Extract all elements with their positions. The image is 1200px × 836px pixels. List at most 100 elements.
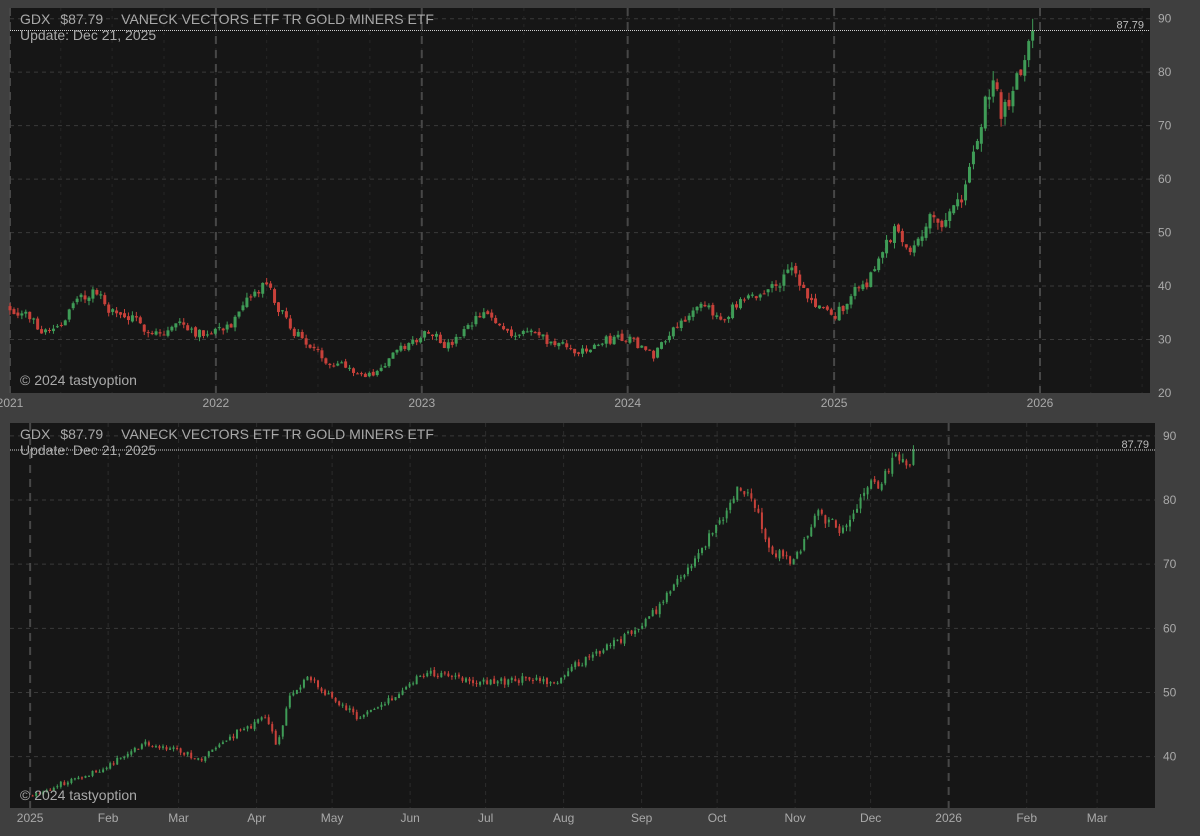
candle bbox=[292, 327, 296, 339]
candle bbox=[427, 330, 431, 334]
candle-body bbox=[533, 331, 537, 334]
candle bbox=[679, 574, 682, 583]
candle-body bbox=[803, 539, 806, 551]
candle-body bbox=[675, 326, 679, 328]
candle bbox=[486, 677, 489, 685]
candle bbox=[999, 89, 1003, 127]
candle-body bbox=[644, 618, 647, 627]
candle bbox=[183, 752, 186, 757]
candle-body bbox=[79, 294, 83, 298]
candle bbox=[147, 740, 150, 747]
candle bbox=[355, 372, 359, 375]
candle bbox=[892, 223, 896, 249]
candle-body bbox=[52, 787, 55, 791]
candle bbox=[150, 330, 154, 336]
candle bbox=[447, 671, 450, 678]
candle bbox=[458, 337, 462, 339]
candle-body bbox=[162, 334, 166, 336]
candle-body bbox=[429, 670, 432, 674]
candle bbox=[802, 281, 806, 288]
candle-body bbox=[458, 337, 462, 339]
candle-body bbox=[708, 533, 711, 547]
chart-title: GDX $87.79 VANECK VECTORS ETF TR GOLD MINE… bbox=[20, 11, 434, 27]
candle-body bbox=[422, 675, 425, 678]
candle bbox=[889, 239, 893, 244]
candle-body bbox=[352, 368, 356, 373]
candle-body bbox=[616, 334, 620, 338]
candle bbox=[371, 369, 375, 377]
candle bbox=[887, 468, 890, 475]
candle bbox=[983, 95, 987, 132]
y-tick-label: 70 bbox=[1158, 119, 1172, 133]
candle-body bbox=[466, 325, 470, 329]
candle bbox=[426, 670, 429, 678]
candle bbox=[201, 330, 205, 339]
candle-body bbox=[853, 287, 857, 296]
candle bbox=[967, 163, 971, 184]
candle-body bbox=[474, 316, 478, 325]
candle-body bbox=[147, 742, 150, 746]
candle-body bbox=[73, 778, 76, 780]
candle bbox=[841, 525, 844, 534]
candle bbox=[462, 325, 466, 339]
candle bbox=[198, 329, 202, 342]
candle-body bbox=[715, 315, 719, 317]
candle bbox=[166, 326, 170, 338]
candle bbox=[507, 678, 510, 688]
candle bbox=[521, 672, 524, 686]
candle bbox=[63, 319, 67, 326]
candle bbox=[880, 482, 883, 492]
candle-body bbox=[584, 657, 587, 666]
candle bbox=[852, 509, 855, 522]
candle bbox=[179, 747, 182, 756]
candle-body bbox=[201, 330, 205, 337]
candle-body bbox=[158, 332, 162, 334]
candle bbox=[820, 508, 823, 516]
candle bbox=[877, 480, 880, 490]
candle-body bbox=[91, 770, 94, 776]
candle-body bbox=[486, 680, 489, 685]
candle-body bbox=[179, 748, 182, 753]
candle-body bbox=[87, 297, 91, 301]
candle-body bbox=[383, 366, 387, 368]
candle bbox=[542, 676, 545, 685]
candle-body bbox=[861, 284, 865, 290]
candle-body bbox=[817, 510, 820, 516]
candle bbox=[964, 180, 968, 206]
candle-body bbox=[66, 782, 69, 785]
candle-body bbox=[304, 338, 308, 345]
candle-body bbox=[896, 224, 900, 232]
candle bbox=[799, 549, 802, 555]
candle bbox=[233, 315, 237, 332]
candle bbox=[723, 318, 727, 323]
candle bbox=[679, 318, 683, 332]
price-chart-1y[interactable]: 87.79 40 50 60 70 80 90 2025 Feb Mar Apr May Jun Jul A… bbox=[0, 416, 1200, 831]
candle-body bbox=[433, 669, 436, 677]
candle-body bbox=[176, 748, 179, 750]
candle-body bbox=[45, 790, 48, 792]
candle-body bbox=[627, 631, 630, 634]
candle bbox=[557, 342, 561, 350]
candle bbox=[170, 325, 174, 332]
candle-body bbox=[308, 344, 312, 348]
candle bbox=[1019, 69, 1023, 77]
candle-body bbox=[884, 470, 887, 484]
candle bbox=[165, 745, 168, 752]
candle-body bbox=[877, 258, 881, 271]
price-chart-5y[interactable]: 87.79 20 30 40 50 60 70 80 90 2021 2022 2023 2024 202… bbox=[0, 0, 1200, 416]
candle bbox=[253, 719, 256, 732]
candle bbox=[246, 725, 249, 732]
candle-body bbox=[126, 316, 130, 321]
candle bbox=[782, 269, 786, 292]
candle bbox=[541, 334, 545, 340]
candle-body bbox=[760, 512, 763, 530]
x-tick-label: Apr bbox=[247, 811, 266, 825]
candle-body bbox=[99, 294, 103, 296]
candle-body bbox=[810, 527, 813, 537]
candle bbox=[821, 306, 825, 309]
candle bbox=[810, 293, 814, 304]
candle-body bbox=[541, 334, 545, 337]
candle bbox=[758, 293, 762, 301]
candle-body bbox=[419, 338, 423, 343]
candle bbox=[561, 339, 565, 345]
